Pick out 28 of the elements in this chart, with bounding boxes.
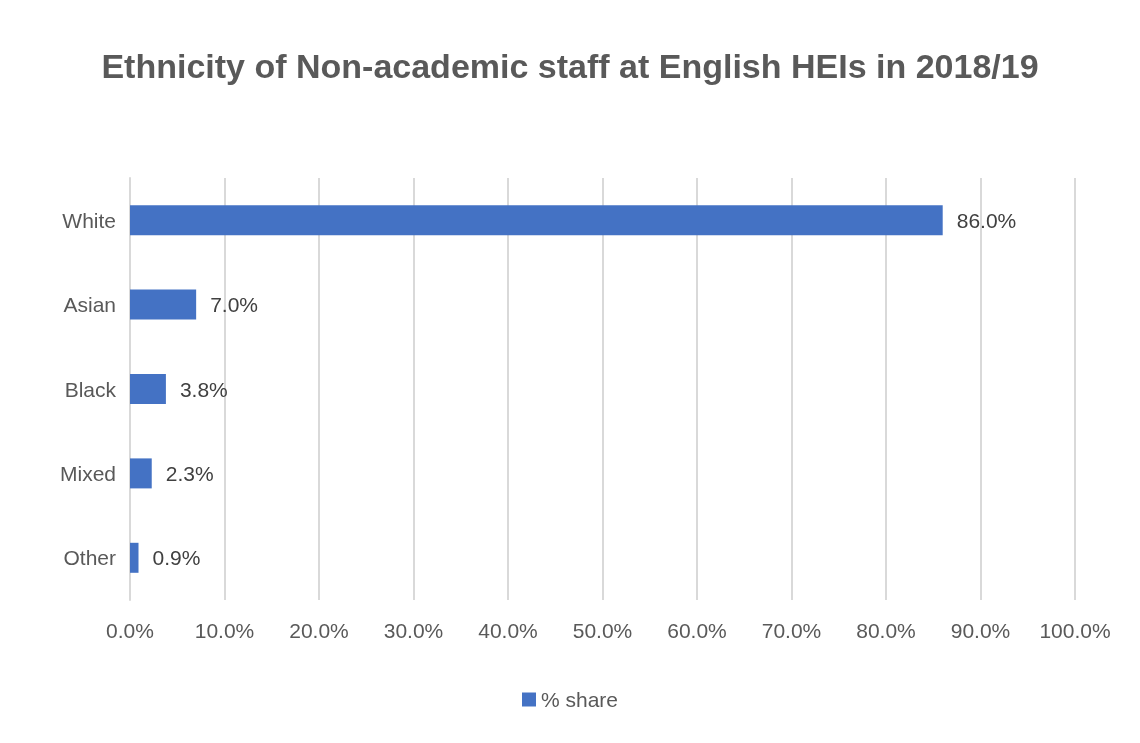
data-label: 2.3% xyxy=(165,461,214,485)
x-tick-label: 0.0% xyxy=(106,619,154,642)
data-label: 7.0% xyxy=(210,293,259,317)
y-tick-label: Black xyxy=(64,377,117,401)
x-tick-label: 80.0% xyxy=(856,619,916,642)
x-tick-label: 90.0% xyxy=(950,619,1011,642)
x-tick-label: 70.0% xyxy=(761,619,822,642)
x-tick-label: 100.0% xyxy=(1039,619,1111,642)
chart-title: Ethnicity of Non-academic staff at English HEIs in 2018/19 xyxy=(101,47,1039,85)
bar xyxy=(130,205,943,236)
x-tick-label: 60.0% xyxy=(667,619,727,642)
x-tick-label: 50.0% xyxy=(572,619,633,642)
bar xyxy=(130,289,197,320)
y-tick-label: Mixed xyxy=(59,461,116,485)
bar xyxy=(130,458,152,489)
y-tick-label: White xyxy=(62,208,116,232)
x-tick-label: 20.0% xyxy=(289,619,349,642)
y-tick-label: Other xyxy=(63,546,116,570)
bar xyxy=(130,374,166,404)
data-label: 0.9% xyxy=(152,546,201,570)
x-tick-label: 10.0% xyxy=(194,619,255,642)
data-label: 3.8% xyxy=(179,377,228,401)
legend-label: % share xyxy=(540,688,619,711)
x-tick-label: 30.0% xyxy=(383,619,444,642)
y-tick-label: Asian xyxy=(63,293,116,317)
bar xyxy=(130,542,139,573)
x-tick-label: 40.0% xyxy=(478,619,538,642)
data-label: 86.0% xyxy=(956,208,1017,232)
